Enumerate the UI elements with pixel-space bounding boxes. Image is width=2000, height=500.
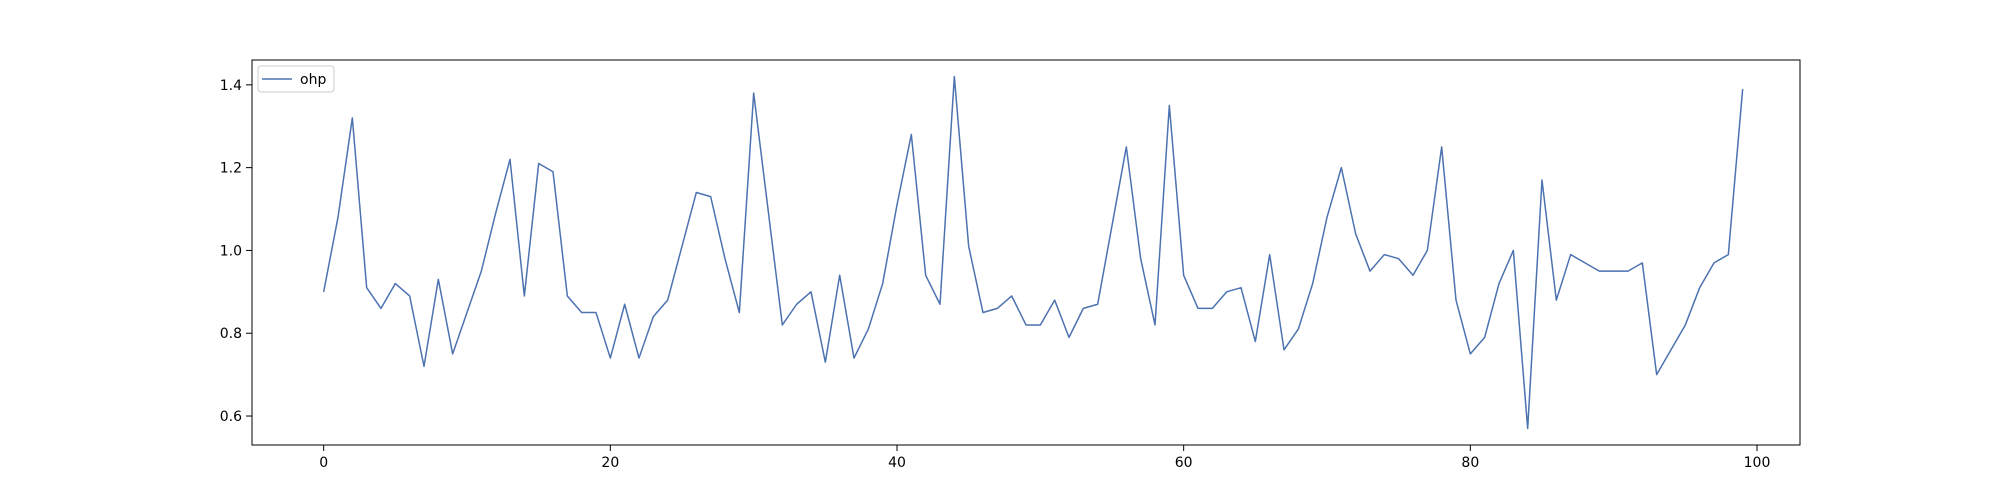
- y-tick-label: 0.6: [220, 409, 242, 425]
- y-tick-label: 1.2: [220, 161, 242, 177]
- y-tick-label: 0.8: [220, 326, 242, 342]
- legend-box: [257, 65, 335, 93]
- x-tick-label: 0: [319, 455, 328, 471]
- x-tick-label: 60: [1175, 455, 1193, 471]
- x-axis: 0 20 40 60 80 100: [319, 445, 1770, 471]
- x-tick-label: 80: [1461, 455, 1479, 471]
- y-axis: 0.6 0.8 1.0 1.2 1.4: [220, 78, 252, 425]
- x-tick-label: 40: [888, 455, 906, 471]
- series-line-ohp: [322, 75, 1744, 430]
- x-tick-label: 100: [1744, 455, 1771, 471]
- plot-frame: [251, 59, 1801, 446]
- x-tick-label: 20: [601, 455, 619, 471]
- plot-content: [322, 75, 1744, 430]
- legend-label: ohp: [300, 72, 326, 88]
- y-tick-label: 1.4: [220, 78, 242, 94]
- legend: ohp: [257, 65, 335, 93]
- y-tick-label: 1.0: [220, 243, 242, 259]
